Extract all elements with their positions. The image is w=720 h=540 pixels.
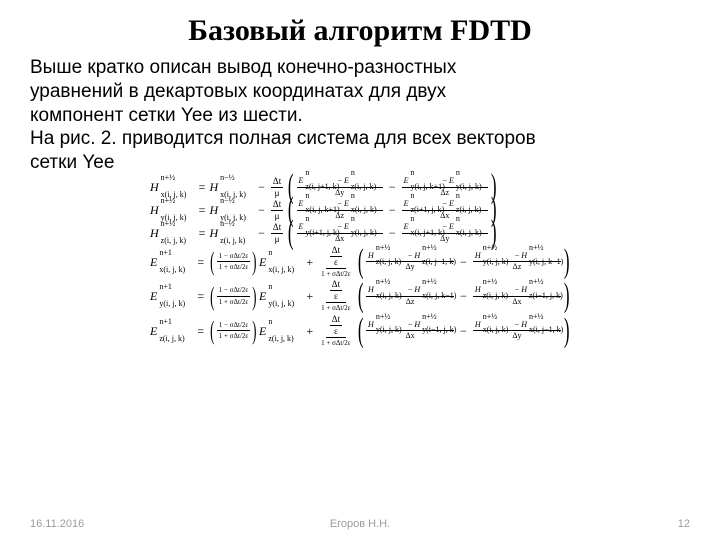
equation-block: Hn+½x(i, j, k)=Hn−½x(i, j, k)−ΔtμEnz(i, … bbox=[30, 177, 690, 347]
para-line: Выше кратко описан вывод конечно-разност… bbox=[30, 57, 456, 78]
equation-row: Hn+½x(i, j, k)=Hn−½x(i, j, k)−ΔtμEnz(i, … bbox=[150, 177, 690, 198]
para-line: уравнений в декартовых координатах для д… bbox=[30, 81, 446, 102]
footer-page: 12 bbox=[678, 518, 690, 530]
footer-author: Егоров Н.Н. bbox=[30, 518, 690, 530]
slide: Базовый алгоритм FDTD Выше кратко описан… bbox=[0, 0, 720, 540]
slide-title: Базовый алгоритм FDTD bbox=[30, 14, 690, 48]
equation-row: En+1x(i, j, k)=1 − σΔt/2ε1 + σΔt/2εEnx(i… bbox=[150, 246, 690, 278]
equation-row: Hn+½z(i, j, k)=Hn−½z(i, j, k)−ΔtμEny(i+1… bbox=[150, 223, 690, 244]
para-line: сетки Yee bbox=[30, 152, 114, 173]
equation-row: En+1z(i, j, k)=1 − σΔt/2ε1 + σΔt/2εEnz(i… bbox=[150, 315, 690, 347]
footer-date: 16.11.2016 bbox=[30, 518, 84, 530]
body-paragraph: Выше кратко описан вывод конечно-разност… bbox=[30, 56, 690, 175]
footer: 16.11.2016 Егоров Н.Н. 12 bbox=[30, 518, 690, 530]
equation-row: En+1y(i, j, k)=1 − σΔt/2ε1 + σΔt/2εEny(i… bbox=[150, 280, 690, 312]
para-line: На рис. 2. приводится полная система для… bbox=[30, 128, 536, 149]
para-line: компонент сетки Yee из шести. bbox=[30, 105, 303, 126]
equation-row: Hn+½y(i, j, k)=Hn−½y(i, j, k)−ΔtμEnx(i, … bbox=[150, 200, 690, 221]
